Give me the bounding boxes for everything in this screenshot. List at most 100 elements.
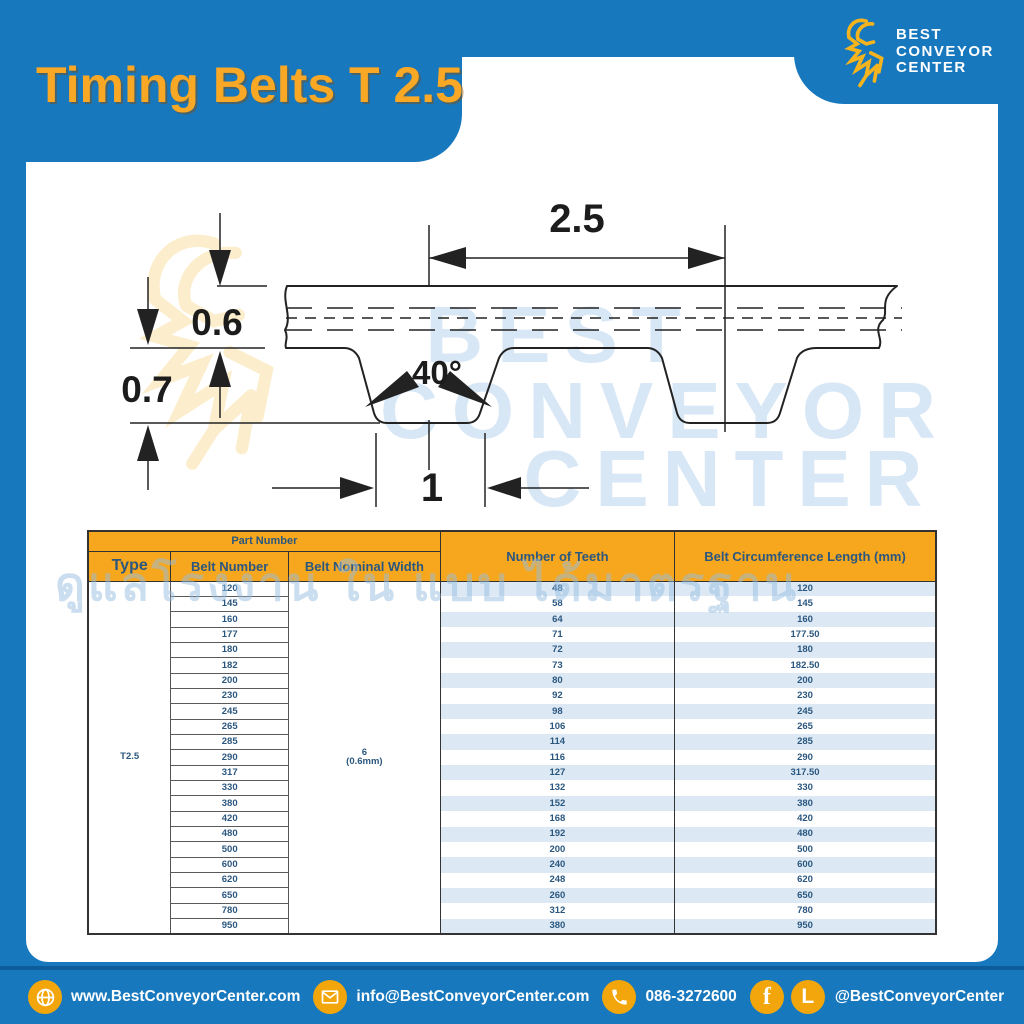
belt-number-cell: 200 (170, 672, 290, 689)
type-value-cell: T2.5 (87, 581, 172, 934)
belt-profile-diagram: BEST CONVEYOR CENTER (80, 170, 960, 523)
length-cell: 650 (674, 887, 936, 904)
belt-number-cell: 160 (170, 611, 290, 628)
logo-panel: BEST CONVEYOR CENTER (794, 0, 1024, 104)
table-row: 330 132 330 (88, 779, 936, 797)
belt-number-cell: 182 (170, 657, 290, 674)
footer-email[interactable]: info@BestConveyorCenter.com (313, 980, 589, 1014)
dim-tooth-height-label: 0.7 (121, 369, 172, 410)
teeth-cell: 240 (440, 857, 676, 873)
table-row: 230 92 230 (88, 687, 936, 705)
teeth-cell: 48 (440, 581, 676, 597)
teeth-cell: 80 (440, 673, 676, 689)
length-cell: 145 (797, 598, 813, 610)
teeth-cell: 132 (440, 780, 676, 796)
teeth-cell: 71 (440, 627, 676, 643)
phone-text: 086-3272600 (645, 988, 737, 1005)
teeth-cell: 116 (440, 749, 676, 766)
teeth-cell: 312 (440, 903, 676, 919)
col-type: Type (87, 550, 172, 582)
logo-line-1: BEST (896, 25, 943, 43)
dimension-lines (130, 213, 726, 507)
table-body: T2.5 120 6 (0.6mm) 48 120 145 58 145 160 64 160 177 7… (87, 580, 936, 935)
length-cell: 317.50 (674, 765, 936, 781)
globe-icon (28, 980, 62, 1014)
belt-number-cell: 950 (170, 918, 290, 935)
length-cell: 180 (674, 642, 936, 658)
table-row: 780 312 780 (88, 902, 936, 920)
footer-bar: www.BestConveyorCenter.com info@BestConv… (0, 966, 1024, 1024)
length-cell: 600 (674, 857, 936, 873)
teeth-cell: 260 (440, 887, 676, 904)
length-cell: 265 (797, 721, 813, 733)
table-row: 620 248 620 (88, 872, 936, 889)
teeth-cell: 168 (440, 811, 676, 827)
spec-table: Part Number Number of Teeth Belt Circumf… (87, 530, 937, 935)
teeth-cell: 380 (440, 918, 676, 934)
teeth-cell: 248 (440, 872, 676, 888)
length-cell: 177.50 (790, 628, 820, 640)
belt-number-cell: 650 (170, 887, 290, 904)
email-text: info@BestConveyorCenter.com (356, 988, 590, 1005)
dim-angle-label: 40° (412, 354, 462, 391)
belt-number-cell: 285 (170, 733, 290, 751)
length-cell: 480 (674, 826, 936, 842)
belt-number-cell: 780 (170, 902, 290, 920)
teeth-cell: 72 (440, 642, 676, 658)
logo-line-3: CENTER (896, 59, 967, 77)
dim-pitch-label: 2.5 (549, 197, 605, 241)
teeth-cell: 58 (440, 596, 676, 612)
table-row: 317 127 317.50 (88, 764, 936, 781)
spec-table-header: Part Number Number of Teeth Belt Circumf… (87, 530, 937, 582)
teeth-cell: 106 (440, 719, 676, 735)
dim-tooth-width-label: 1 (421, 466, 443, 510)
footer-website[interactable]: www.BestConveyorCenter.com (28, 980, 300, 1014)
watermark-center: CENTER (524, 434, 937, 520)
teeth-cell: 64 (440, 611, 676, 628)
watermark-conveyor: CONVEYOR (380, 366, 950, 455)
belt-number-cell: 420 (170, 810, 290, 828)
footer-phone[interactable]: 086-3272600 (602, 980, 737, 1014)
company-logo-ibex-icon (830, 15, 888, 89)
length-cell: 285 (674, 734, 936, 750)
belt-number-cell: 177 (170, 626, 290, 643)
dimension-arrowheads (137, 247, 725, 499)
table-row: 480 192 480 (88, 825, 936, 843)
length-cell: 245 (674, 703, 936, 720)
belt-number-cell: 380 (170, 795, 290, 812)
table-row: 290 116 290 (88, 749, 936, 766)
length-cell: 380 (674, 795, 936, 812)
col-number-of-teeth: Number of Teeth (439, 530, 676, 582)
belt-number-cell: 620 (170, 872, 290, 889)
title-panel: Timing Belts T 2.5 (0, 0, 463, 162)
belt-number-cell: 230 (170, 687, 290, 705)
facebook-icon: f (749, 980, 784, 1014)
social-text: @BestConveyorCenter (834, 988, 1005, 1005)
teeth-cell: 127 (440, 765, 676, 781)
table-row: 380 152 380 (88, 795, 936, 812)
company-logo-text: BEST CONVEYOR CENTER (896, 25, 994, 77)
belt-number-cell: 265 (170, 718, 290, 735)
col-circumference-length: Belt Circumference Length (mm) (674, 530, 937, 582)
watermark-best: BEST (425, 290, 694, 379)
pitch-dashed-lines (286, 307, 902, 331)
belt-number-cell: 290 (170, 749, 290, 766)
footer-social[interactable]: f L @BestConveyorCenter (749, 980, 1005, 1014)
teeth-cell: 92 (440, 688, 676, 704)
length-cell: 420 (797, 813, 813, 825)
belt-number-cell: 145 (170, 595, 290, 613)
table-row: 650 260 650 (88, 887, 936, 904)
teeth-cell: 200 (440, 841, 676, 858)
logo-line-2: CONVEYOR (896, 42, 994, 60)
ibex-watermark (153, 241, 266, 464)
length-cell: 200 (674, 673, 936, 689)
table-row: 420 168 420 (88, 810, 936, 828)
table-row: 160 64 160 (88, 611, 936, 628)
table-row: 950 380 950 (88, 918, 936, 935)
length-cell: 120 (674, 581, 936, 597)
table-row: 177 71 177.50 (88, 626, 936, 643)
length-cell: 230 (797, 690, 813, 702)
length-cell: 182.50 (790, 659, 820, 671)
line-icon: L (790, 980, 825, 1014)
table-row: T2.5 120 6 (0.6mm) 48 120 (87, 580, 936, 934)
